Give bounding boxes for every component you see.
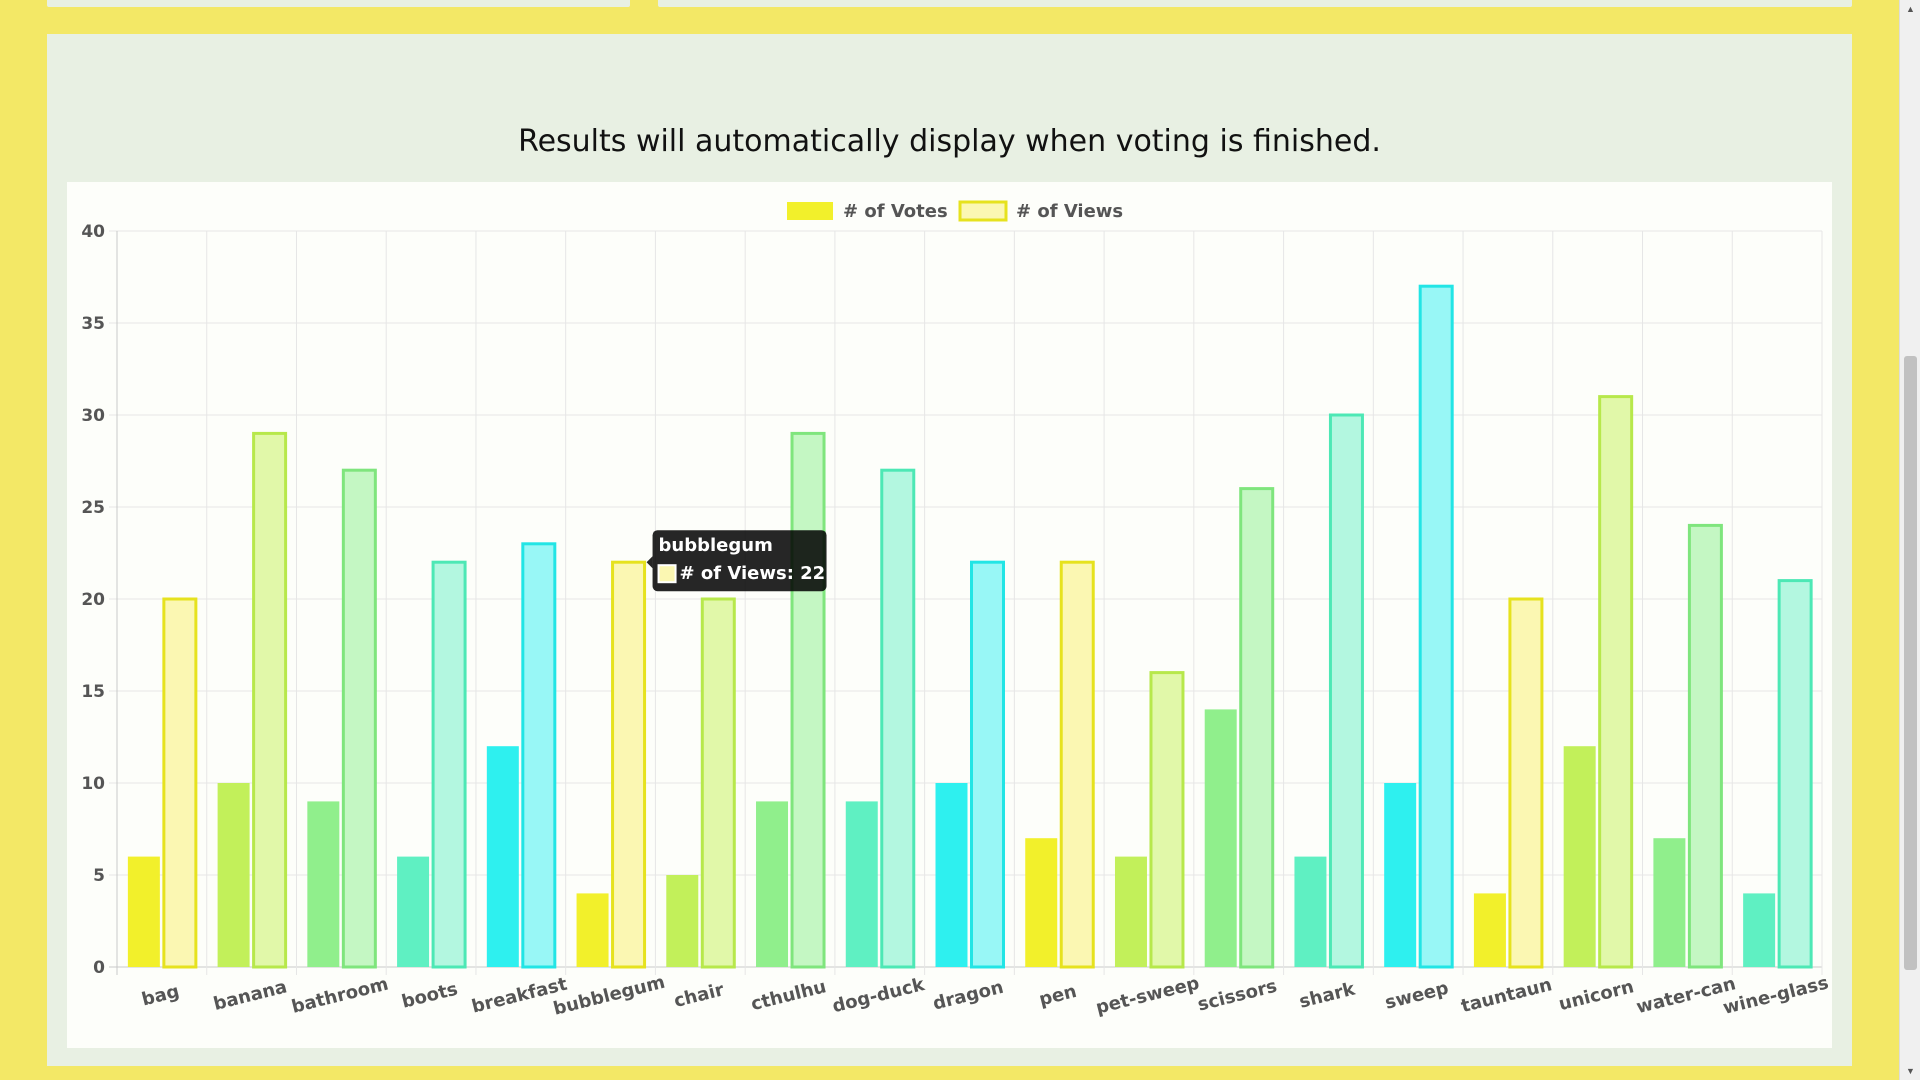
x-tick-label: unicorn xyxy=(1557,976,1636,1015)
legend-views-swatch[interactable] xyxy=(958,200,1008,222)
y-tick-label: 0 xyxy=(93,958,105,978)
x-tick-label: tauntaun xyxy=(1459,974,1554,1017)
tooltip-title: bubblegum xyxy=(659,535,773,556)
votes-bar[interactable] xyxy=(666,875,699,967)
tooltip-swatch xyxy=(657,564,677,584)
scrollbar-thumb[interactable] xyxy=(1904,356,1917,970)
views-bar[interactable] xyxy=(700,597,736,969)
legend-votes-swatch[interactable] xyxy=(787,202,833,220)
views-bar[interactable] xyxy=(1687,523,1723,969)
votes-bar[interactable] xyxy=(397,856,430,967)
votes-bar[interactable] xyxy=(127,856,160,967)
x-tick-label: bathroom xyxy=(290,974,391,1018)
x-tick-label: dog-duck xyxy=(830,974,927,1017)
results-message: Results will automatically display when … xyxy=(518,124,1381,159)
y-tick-label: 10 xyxy=(81,774,105,794)
votes-bar[interactable] xyxy=(1473,893,1506,967)
tooltip-label: # of Views: 22 xyxy=(680,563,826,584)
top-card-right xyxy=(658,0,1852,7)
y-tick-label: 25 xyxy=(81,498,105,518)
vertical-scrollbar[interactable]: ▲ ▼ xyxy=(1899,0,1920,1080)
votes-bar[interactable] xyxy=(756,801,789,967)
votes-bar[interactable] xyxy=(1384,783,1417,967)
x-tick-label: scissors xyxy=(1196,976,1280,1016)
x-tick-label: shark xyxy=(1297,978,1358,1012)
x-tick-label: cthulhu xyxy=(749,976,829,1015)
votes-bar[interactable] xyxy=(217,783,250,967)
tooltip-caret xyxy=(646,556,653,569)
views-bar[interactable] xyxy=(1059,560,1095,969)
views-bar[interactable] xyxy=(970,560,1005,969)
x-tick-label: bubblegum xyxy=(551,972,667,1020)
votes-bar[interactable] xyxy=(1294,856,1327,967)
views-bar[interactable] xyxy=(1508,597,1544,969)
y-tick-label: 5 xyxy=(93,866,105,886)
votes-bar[interactable] xyxy=(486,746,519,967)
x-tick-label: wine-glass xyxy=(1721,972,1831,1018)
views-bar[interactable] xyxy=(162,597,198,969)
votes-bar[interactable] xyxy=(1653,838,1686,967)
votes-bar[interactable] xyxy=(1563,746,1596,967)
y-tick-label: 30 xyxy=(81,406,105,426)
views-bar[interactable] xyxy=(1598,395,1634,969)
views-bar[interactable] xyxy=(790,431,826,969)
x-tick-label: bag xyxy=(140,981,182,1011)
views-bar[interactable] xyxy=(1418,284,1454,969)
votes-bar[interactable] xyxy=(845,801,878,967)
votes-bar[interactable] xyxy=(1025,838,1058,967)
views-bar[interactable] xyxy=(1777,579,1813,969)
views-bar[interactable] xyxy=(252,431,288,969)
views-bar[interactable] xyxy=(880,468,916,969)
y-tick-label: 20 xyxy=(81,590,105,610)
scroll-down-arrow-icon[interactable]: ▼ xyxy=(1906,1066,1915,1076)
x-tick-label: boots xyxy=(400,979,460,1013)
votes-bar[interactable] xyxy=(1114,856,1147,967)
votes-bar[interactable] xyxy=(935,783,968,967)
legend-views-label: # of Views xyxy=(1016,201,1123,222)
scroll-up-arrow-icon[interactable]: ▲ xyxy=(1906,4,1915,14)
views-bar[interactable] xyxy=(1328,413,1364,969)
y-tick-label: 35 xyxy=(81,314,105,334)
views-bar[interactable] xyxy=(1239,487,1275,969)
views-bar[interactable] xyxy=(431,560,467,969)
views-bar[interactable] xyxy=(1149,671,1185,969)
votes-bar[interactable] xyxy=(307,801,340,967)
legend-votes-label: # of Votes xyxy=(843,201,948,222)
views-bar[interactable] xyxy=(521,542,557,969)
x-tick-label: dragon xyxy=(931,977,1006,1015)
y-tick-label: 40 xyxy=(81,222,105,242)
votes-bar[interactable] xyxy=(1204,709,1237,967)
x-tick-label: pen xyxy=(1037,981,1079,1011)
top-card-left xyxy=(47,0,630,7)
views-bar[interactable] xyxy=(611,560,647,969)
x-tick-label: sweep xyxy=(1383,978,1451,1014)
tooltip-box xyxy=(652,530,827,592)
x-tick-label: banana xyxy=(211,976,289,1015)
votes-bar[interactable] xyxy=(1743,893,1776,967)
x-tick-label: chair xyxy=(672,979,726,1012)
y-tick-label: 15 xyxy=(81,682,105,702)
x-tick-label: pet-sweep xyxy=(1094,973,1202,1019)
x-tick-label: water-can xyxy=(1634,973,1738,1018)
chart-card: 0 5 10 15 20 25 30 35 40 bag banana bathroom boots br… xyxy=(67,182,1832,1048)
views-bar[interactable] xyxy=(341,468,377,969)
votes-bar[interactable] xyxy=(576,893,609,967)
